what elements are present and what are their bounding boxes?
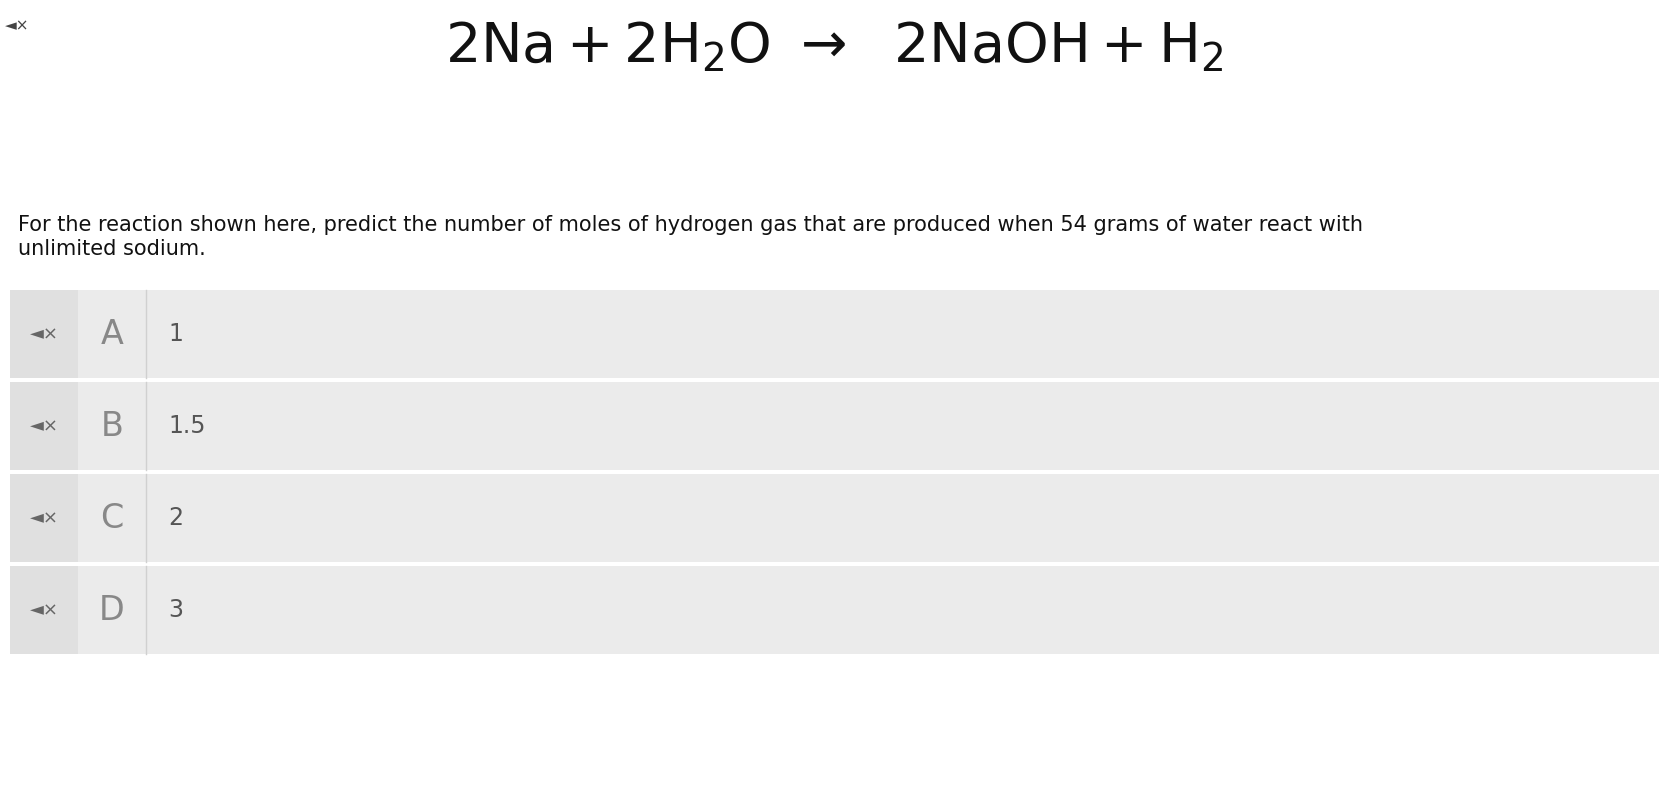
Text: 1.5: 1.5 <box>169 414 205 438</box>
Bar <box>10 474 1659 562</box>
Bar <box>10 562 1659 566</box>
Text: ◄×: ◄× <box>30 509 58 527</box>
Text: unlimited sodium.: unlimited sodium. <box>18 239 205 259</box>
Text: A: A <box>100 318 124 350</box>
Bar <box>10 566 78 654</box>
Bar <box>78 290 145 378</box>
Text: 3: 3 <box>169 598 184 622</box>
Bar <box>10 378 1659 382</box>
Bar <box>10 654 1659 658</box>
Bar <box>10 566 1659 654</box>
Text: D: D <box>98 593 125 626</box>
Bar <box>78 382 145 470</box>
Text: ◄×: ◄× <box>30 417 58 435</box>
Text: ◄×: ◄× <box>5 18 30 33</box>
Text: B: B <box>100 410 124 442</box>
Bar <box>10 290 78 378</box>
Bar <box>78 566 145 654</box>
Bar <box>10 382 78 470</box>
Bar <box>10 290 1659 378</box>
Bar <box>10 470 1659 474</box>
Bar <box>78 474 145 562</box>
Text: 2: 2 <box>169 506 184 530</box>
Text: ◄×: ◄× <box>30 601 58 619</box>
Bar <box>10 474 78 562</box>
Text: 1: 1 <box>169 322 184 346</box>
Text: ◄×: ◄× <box>30 325 58 343</box>
Text: For the reaction shown here, predict the number of moles of hydrogen gas that ar: For the reaction shown here, predict the… <box>18 215 1364 235</box>
Text: $\mathrm{2Na + 2H_2O\ \rightarrow\ \ 2NaOH + H_2}$: $\mathrm{2Na + 2H_2O\ \rightarrow\ \ 2Na… <box>446 20 1223 74</box>
Bar <box>10 382 1659 470</box>
Text: C: C <box>100 502 124 534</box>
